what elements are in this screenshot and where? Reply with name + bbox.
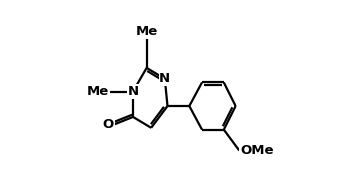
Text: Me: Me [136,25,158,38]
Text: Me: Me [87,85,109,98]
Text: OMe: OMe [240,144,274,157]
Text: N: N [127,85,138,98]
Text: N: N [159,72,170,85]
Text: O: O [103,118,114,131]
